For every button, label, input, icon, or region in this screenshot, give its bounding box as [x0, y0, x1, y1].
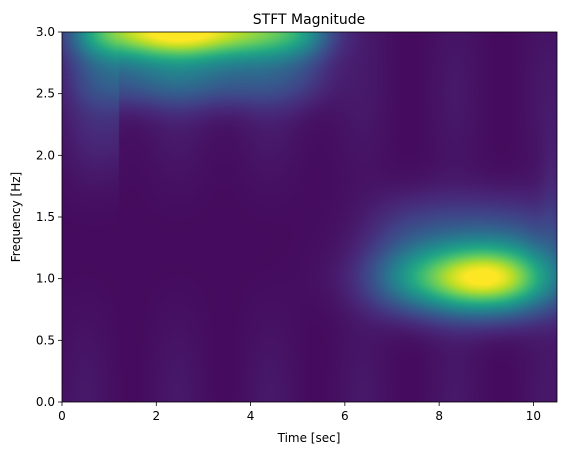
x-tick-label: 0 [58, 409, 66, 423]
x-tick-label: 10 [526, 409, 541, 423]
y-axis: 0.0 0.5 1.0 1.5 2.0 2.5 3.0 [36, 25, 62, 409]
y-tick-label: 2.0 [36, 148, 55, 162]
x-tick-label: 8 [435, 409, 443, 423]
y-tick-label: 0.5 [36, 333, 55, 347]
y-tick-label: 3.0 [36, 25, 55, 39]
y-tick-label: 1.0 [36, 272, 55, 286]
chart-title: STFT Magnitude [253, 12, 365, 28]
x-axis: 0 2 4 6 8 10 [58, 402, 541, 423]
y-tick-label: 2.5 [36, 87, 55, 101]
y-tick-label: 0.0 [36, 395, 55, 409]
x-axis-label: Time [sec] [277, 431, 341, 445]
x-tick-label: 2 [152, 409, 160, 423]
x-tick-label: 6 [341, 409, 349, 423]
x-tick-label: 4 [247, 409, 255, 423]
spectrogram-canvas [62, 32, 557, 402]
y-axis-label: Frequency [Hz] [9, 172, 23, 263]
y-tick-label: 1.5 [36, 210, 55, 224]
heatmap-area [62, 32, 557, 402]
